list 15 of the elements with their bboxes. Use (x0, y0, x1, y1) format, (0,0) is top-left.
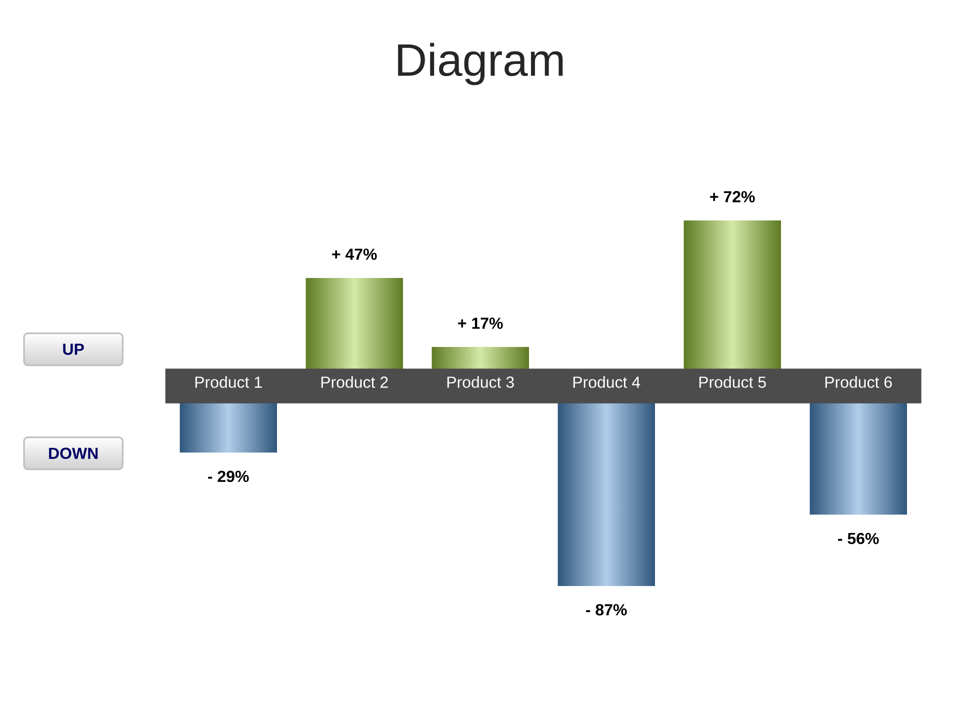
x-tick-label: Product 1 (195, 376, 262, 388)
x-tick-label: Product 5 (699, 376, 766, 388)
data-label: + 17% (458, 318, 503, 329)
x-tick-label: Product 6 (825, 376, 892, 388)
data-label: + 47% (332, 248, 377, 260)
text: UP (63, 344, 84, 355)
x-tick-label: Product 2 (321, 376, 388, 388)
chart-title: Diagram (398, 42, 563, 86)
data-label: - 87% (586, 604, 627, 616)
data-label: - 29% (208, 470, 249, 482)
text: DOWN (49, 448, 98, 459)
data-label: + 72% (710, 191, 755, 202)
x-tick-label: Product 4 (573, 376, 640, 388)
data-label: - 56% (838, 532, 879, 544)
x-tick-label: Product 3 (447, 376, 514, 388)
